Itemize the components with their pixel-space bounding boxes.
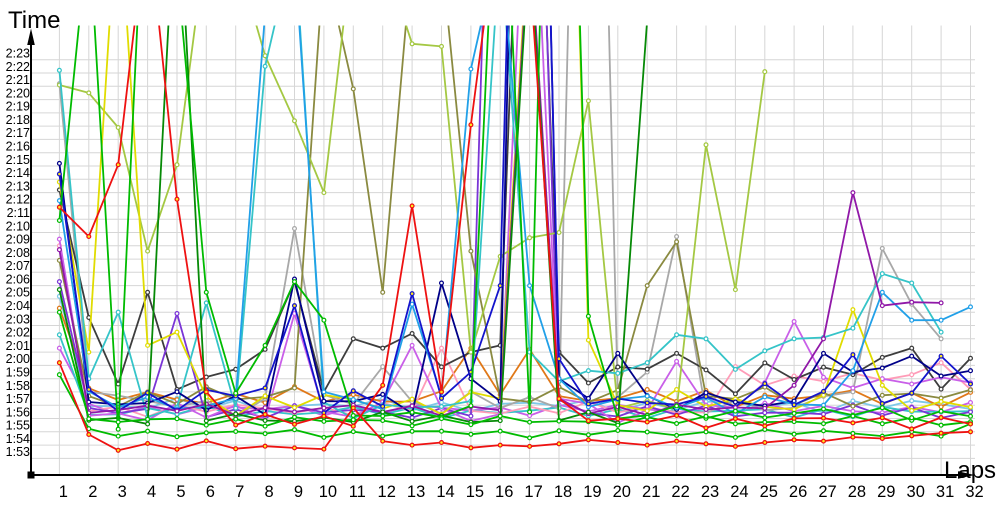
svg-text:24: 24 [730,483,748,500]
svg-text:13: 13 [407,483,425,500]
svg-text:2:09: 2:09 [6,233,30,247]
svg-text:17: 17 [524,483,542,500]
svg-text:9: 9 [294,483,303,500]
svg-text:1:54: 1:54 [6,432,30,446]
svg-text:2: 2 [88,483,97,500]
svg-text:1:56: 1:56 [6,405,30,419]
svg-text:2:01: 2:01 [6,339,30,353]
svg-text:7: 7 [235,483,244,500]
svg-text:19: 19 [583,483,601,500]
svg-text:3: 3 [118,483,127,500]
svg-text:Laps: Laps [944,457,996,484]
svg-text:2:23: 2:23 [6,47,30,61]
svg-text:2:19: 2:19 [6,100,30,114]
svg-text:2:15: 2:15 [6,153,30,167]
svg-text:2:00: 2:00 [6,352,30,366]
svg-text:2:17: 2:17 [6,126,30,140]
svg-text:2:03: 2:03 [6,312,30,326]
svg-text:1:53: 1:53 [6,445,30,459]
svg-text:2:02: 2:02 [6,326,30,340]
svg-text:16: 16 [495,483,513,500]
svg-text:2:16: 2:16 [6,140,30,154]
svg-text:29: 29 [877,483,895,500]
svg-text:5: 5 [176,483,185,500]
svg-text:14: 14 [436,483,454,500]
svg-text:23: 23 [701,483,719,500]
svg-text:1:57: 1:57 [6,392,30,406]
svg-text:21: 21 [642,483,660,500]
svg-text:1:58: 1:58 [6,379,30,393]
svg-text:2:22: 2:22 [6,60,30,74]
svg-text:18: 18 [554,483,572,500]
svg-text:2:12: 2:12 [6,193,30,207]
svg-text:2:11: 2:11 [7,206,30,220]
svg-text:2:07: 2:07 [6,259,30,273]
svg-text:Time: Time [8,7,60,34]
svg-text:2:14: 2:14 [6,166,30,180]
svg-text:2:13: 2:13 [6,179,30,193]
svg-text:2:18: 2:18 [6,113,30,127]
svg-text:15: 15 [466,483,484,500]
svg-text:28: 28 [848,483,866,500]
svg-text:1: 1 [59,483,68,500]
svg-text:2:10: 2:10 [6,219,30,233]
svg-text:6: 6 [206,483,215,500]
svg-text:12: 12 [378,483,396,500]
svg-text:8: 8 [265,483,274,500]
svg-text:22: 22 [671,483,689,500]
svg-text:2:04: 2:04 [6,299,30,313]
svg-text:2:21: 2:21 [6,73,30,87]
svg-text:10: 10 [319,483,337,500]
svg-text:1:59: 1:59 [6,366,30,380]
svg-text:31: 31 [936,483,954,500]
svg-text:2:20: 2:20 [6,86,30,100]
svg-text:11: 11 [349,483,366,500]
svg-text:25: 25 [760,483,778,500]
svg-text:26: 26 [789,483,807,500]
svg-text:2:05: 2:05 [6,286,30,300]
svg-text:20: 20 [613,483,631,500]
svg-text:1:55: 1:55 [6,419,30,433]
svg-text:2:08: 2:08 [6,246,30,260]
svg-text:4: 4 [147,483,156,500]
svg-text:32: 32 [965,483,983,500]
svg-text:2:06: 2:06 [6,272,30,286]
svg-text:27: 27 [818,483,836,500]
svg-text:30: 30 [907,483,925,500]
